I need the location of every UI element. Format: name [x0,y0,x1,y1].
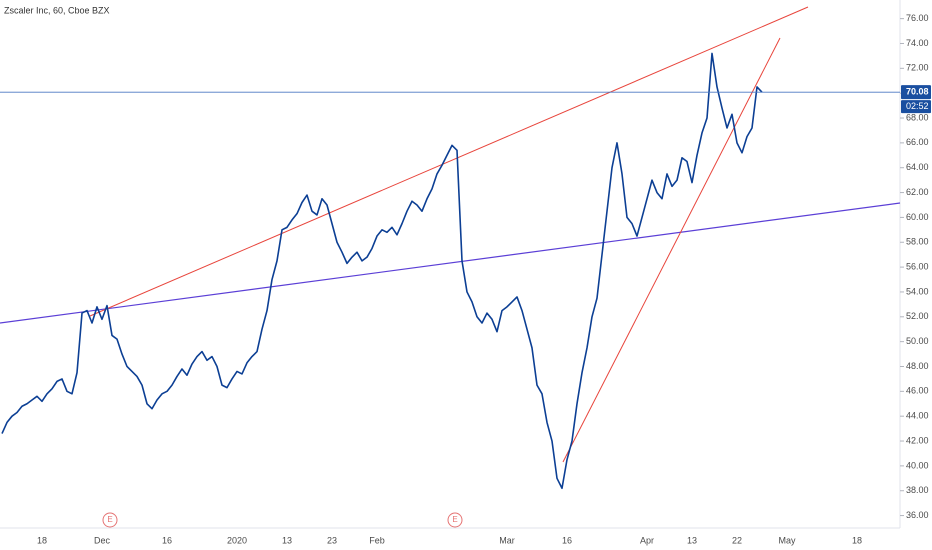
x-tick-label: 2020 [227,535,247,545]
chart-title: Zscaler Inc, 60, Cboe BZX [4,5,110,15]
x-tick-label: 18 [37,535,47,545]
y-tick-label: 42.00 [906,435,929,445]
earnings-label: E [107,515,112,524]
x-tick-label: Dec [94,535,111,545]
y-tick-label: 54.00 [906,286,929,296]
x-tick-label: 23 [327,535,337,545]
x-tick-label: 22 [732,535,742,545]
trend-line [0,202,901,324]
y-tick-label: 60.00 [906,212,929,222]
y-tick-label: 38.00 [906,485,929,495]
y-tick-label: 56.00 [906,261,929,271]
y-tick-label: 64.00 [906,162,929,172]
y-tick-label: 46.00 [906,386,929,396]
y-tick-label: 44.00 [906,411,929,421]
trend-line [562,37,781,463]
x-tick-label: 18 [852,535,862,545]
y-tick-label: 74.00 [906,38,929,48]
countdown-badge [901,100,931,114]
x-tick-label: Apr [640,535,654,545]
x-tick-label: Feb [369,535,385,545]
x-tick-label: May [778,535,796,545]
y-tick-label: 58.00 [906,237,929,247]
y-tick-label: 62.00 [906,187,929,197]
x-tick-label: Mar [499,535,515,545]
x-tick-label: 16 [562,535,572,545]
x-tick-label: 13 [687,535,697,545]
earnings-marker: E [102,512,118,528]
last-price-badge [901,85,931,100]
y-tick-label: 48.00 [906,361,929,371]
y-tick-label: 68.00 [906,112,929,122]
y-tick-label: 50.00 [906,336,929,346]
y-tick-label: 66.00 [906,137,929,147]
last-price-label: 70.08 [906,87,929,97]
y-tick-label: 36.00 [906,510,929,520]
price-line [1,52,763,490]
earnings-label: E [452,515,457,524]
countdown-label: 02:52 [906,101,929,111]
earnings-marker: E [447,512,463,528]
y-tick-label: 72.00 [906,63,929,73]
x-tick-label: 13 [282,535,292,545]
trend-line [89,6,809,317]
x-tick-label: 16 [162,535,172,545]
y-tick-label: 76.00 [906,13,929,23]
y-tick-label: 40.00 [906,460,929,470]
y-tick-label: 52.00 [906,311,929,321]
